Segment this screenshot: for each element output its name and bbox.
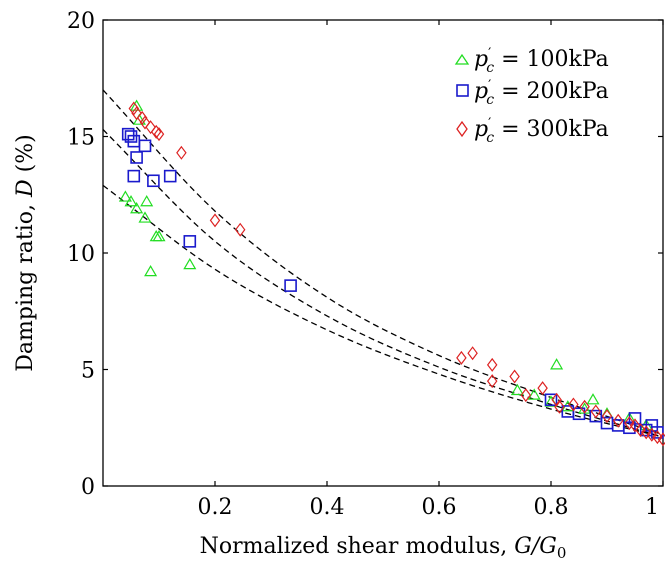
data-point-square bbox=[131, 152, 142, 163]
data-point-square bbox=[140, 140, 151, 151]
data-point-triangle bbox=[141, 196, 152, 206]
legend-label-100: p′c = 100kPa bbox=[474, 46, 609, 76]
data-point-square bbox=[148, 175, 159, 186]
x-tick-label: 0.8 bbox=[534, 495, 569, 520]
data-point-square bbox=[128, 171, 139, 182]
data-point-diamond bbox=[510, 370, 519, 382]
data-point-triangle bbox=[551, 359, 562, 369]
x-axis-title: Normalized shear modulus, G/G0 bbox=[200, 534, 567, 562]
legend-entry-200: p′c = 200kPa bbox=[457, 78, 609, 108]
legend: p′c = 100kPa p′c = 200kPa p′c = 300kPa bbox=[456, 46, 609, 146]
x-tick-label: 0.6 bbox=[422, 495, 457, 520]
y-tick-label: 0 bbox=[81, 475, 95, 500]
data-point-diamond bbox=[468, 347, 477, 359]
legend-label-200: p′c = 200kPa bbox=[474, 78, 609, 108]
legend-marker-square bbox=[457, 85, 468, 96]
data-point-triangle bbox=[145, 266, 156, 276]
data-point-diamond bbox=[591, 405, 600, 417]
data-point-diamond bbox=[457, 352, 466, 364]
legend-label-300: p′c = 300kPa bbox=[474, 116, 609, 146]
data-point-square bbox=[165, 171, 176, 182]
y-tick-label: 20 bbox=[67, 9, 95, 34]
x-tick-label: 0.4 bbox=[310, 495, 345, 520]
data-point-triangle bbox=[588, 394, 599, 404]
data-point-square bbox=[184, 236, 195, 247]
data-point-diamond bbox=[236, 224, 245, 236]
fit-curve bbox=[103, 130, 663, 438]
data-point-diamond bbox=[538, 382, 547, 394]
data-point-triangle bbox=[184, 259, 195, 269]
data-point-diamond bbox=[177, 147, 186, 159]
y-tick-label: 10 bbox=[67, 242, 95, 267]
data-point-diamond bbox=[488, 359, 497, 371]
data-point-diamond bbox=[146, 121, 155, 133]
data-point-diamond bbox=[211, 214, 220, 226]
y-axis-title: Damping ratio, D (%) bbox=[13, 134, 38, 371]
x-tick-label: 0.2 bbox=[198, 495, 233, 520]
fit-curve bbox=[103, 185, 663, 437]
x-tick-label: 1 bbox=[645, 495, 659, 520]
legend-entry-100: p′c = 100kPa bbox=[456, 46, 609, 76]
data-point-square bbox=[285, 280, 296, 291]
data-markers bbox=[120, 101, 665, 446]
y-tick-label: 15 bbox=[67, 126, 95, 151]
y-tick-label: 5 bbox=[81, 359, 95, 384]
legend-marker-triangle bbox=[456, 55, 468, 64]
legend-marker-diamond bbox=[457, 122, 467, 136]
legend-entry-300: p′c = 300kPa bbox=[457, 116, 609, 146]
